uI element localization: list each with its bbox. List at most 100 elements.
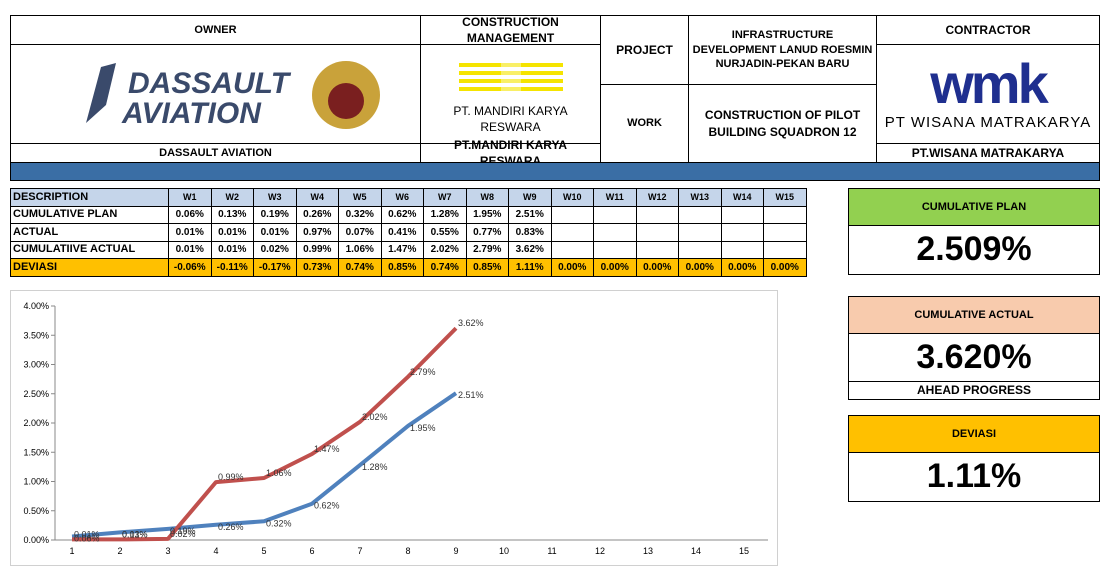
data-label: 1.28%	[362, 462, 388, 472]
cell: 0.02%	[253, 240, 297, 259]
cell: 0.01%	[168, 223, 212, 242]
emblem-core	[327, 83, 364, 119]
cell: 1.28%	[423, 205, 467, 224]
data-label: 0.06%	[74, 533, 100, 543]
cm-title: CONSTRUCTION MANAGEMENT	[420, 15, 601, 45]
work-value: CONSTRUCTION OF PILOT BUILDING SQUADRON …	[688, 84, 877, 163]
cell: 2.79%	[465, 240, 509, 259]
cell: 0.97%	[295, 223, 339, 242]
y-tick-label: 3.50%	[23, 330, 49, 340]
cell: 1.11%	[508, 258, 552, 277]
header-cell: W11	[593, 188, 637, 207]
cell: 2.51%	[508, 205, 552, 224]
cell: 0.00%	[720, 258, 764, 277]
empty-cell	[635, 205, 679, 224]
x-tick-label: 10	[499, 546, 509, 556]
bar	[458, 78, 563, 83]
header-cell: W5	[338, 188, 382, 207]
x-tick-label: 12	[595, 546, 605, 556]
wmk-logo: wmk	[930, 51, 1048, 115]
x-tick-label: 13	[643, 546, 653, 556]
x-tick-label: 15	[739, 546, 749, 556]
cell: 0.00%	[678, 258, 722, 277]
x-tick-label: 4	[213, 546, 218, 556]
cell: 0.77%	[465, 223, 509, 242]
cell: 0.55%	[423, 223, 467, 242]
cm-logo-caption: PT. MANDIRI KARYA RESWARA	[453, 103, 568, 134]
kpi-title: CUMULATIVE ACTUAL	[848, 296, 1100, 334]
cell: 0.62%	[380, 205, 424, 224]
cell: 0.07%	[338, 223, 382, 242]
y-tick-label: 3.00%	[23, 360, 49, 370]
cell: CUMULATIIVE ACTUAL	[10, 240, 169, 259]
data-label: 3.62%	[458, 318, 484, 328]
header-cell: W14	[720, 188, 764, 207]
cell: 1.95%	[465, 205, 509, 224]
cell: 0.26%	[295, 205, 339, 224]
empty-cell	[635, 240, 679, 259]
project-value: INFRASTRUCTURE DEVELOPMENT LANUD ROESMIN…	[688, 15, 877, 85]
swoosh	[85, 63, 116, 123]
cell: -0.06%	[168, 258, 212, 277]
band	[10, 162, 1100, 181]
cell: 0.41%	[380, 223, 424, 242]
cell: -0.17%	[253, 258, 297, 277]
chart: 0.00% 0.50% 1.00% 1.50% 2.00% 2.50% 3.00% 3.50%…	[10, 290, 778, 566]
empty-cell	[550, 240, 594, 259]
header-cell: W7	[423, 188, 467, 207]
cell: 0.00%	[763, 258, 807, 277]
x-tick-label: 8	[405, 546, 410, 556]
cell: 0.01%	[168, 240, 212, 259]
cell: -0.11%	[210, 258, 254, 277]
logo-line: AVIATION	[121, 97, 262, 130]
y-tick-label: 0.50%	[23, 506, 49, 516]
series-line	[72, 326, 458, 542]
header-cell: W3	[253, 188, 297, 207]
data-label: 0.19%	[170, 526, 196, 536]
data-label: 2.51%	[458, 390, 484, 400]
series-line	[71, 391, 458, 539]
x-tick-label: 7	[357, 546, 362, 556]
empty-cell	[720, 223, 764, 242]
cell: 3.62%	[508, 240, 552, 259]
cell: 0.32%	[338, 205, 382, 224]
kpi-value: 3.620%	[848, 333, 1100, 382]
empty-cell	[678, 223, 722, 242]
empty-cell	[635, 223, 679, 242]
empty-cell	[593, 223, 637, 242]
cell: 0.19%	[253, 205, 297, 224]
data-label: 0.13%	[122, 529, 148, 539]
contractor-footer: PT.WISANA MATRAKARYA	[876, 143, 1100, 163]
x-tick-label: 6	[309, 546, 314, 556]
cell: 0.01%	[253, 223, 297, 242]
y-tick-label: 1.00%	[23, 477, 49, 487]
kpi-value: 2.509%	[848, 225, 1100, 275]
gap	[500, 54, 521, 99]
cell: 0.74%	[423, 258, 467, 277]
kpi-note: AHEAD PROGRESS	[848, 381, 1100, 400]
contractor-logo-caption: PT WISANA MATRAKARYA	[884, 113, 1092, 131]
header-cell: W2	[210, 188, 254, 207]
empty-cell	[593, 240, 637, 259]
data-label: 0.01%	[74, 529, 100, 539]
data-label: 2.02%	[362, 412, 388, 422]
contractor-logo: wmk PT WISANA MATRAKARYA	[876, 44, 1100, 144]
x-tick-label: 1	[69, 546, 74, 556]
y-tick-label: 1.50%	[23, 447, 49, 457]
header-cell: W15	[763, 188, 807, 207]
empty-cell	[763, 205, 807, 224]
empty-cell	[550, 223, 594, 242]
kpi-title: CUMULATIVE PLAN	[848, 188, 1100, 226]
owner-footer: DASSAULT AVIATION	[10, 143, 421, 163]
data-label: 1.95%	[410, 423, 436, 433]
empty-cell	[678, 205, 722, 224]
header-cell: W6	[380, 188, 424, 207]
x-tick-label: 11	[547, 546, 556, 556]
cm-footer: PT.MANDIRI KARYA RESWARA	[420, 138, 601, 168]
data-label: 0.99%	[218, 472, 244, 482]
cell: 0.00%	[593, 258, 637, 277]
cell: 0.00%	[635, 258, 679, 277]
y-tick-label: 4.00%	[23, 301, 49, 311]
work-label: WORK	[600, 84, 689, 163]
cell: 0.00%	[550, 258, 594, 277]
